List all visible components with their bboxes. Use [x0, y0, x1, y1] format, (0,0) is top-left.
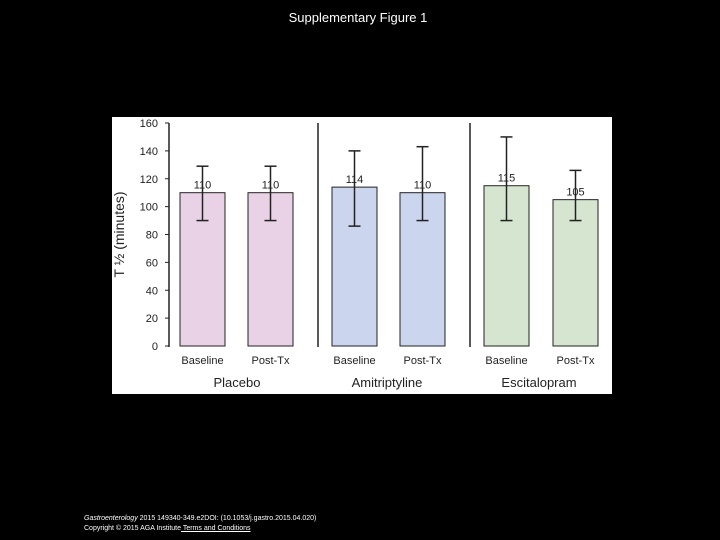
- bar-amitriptyline-post-tx: [399, 192, 446, 347]
- citation-footer: Gastroenterology 2015 149340-349.e2DOI: …: [84, 514, 316, 534]
- bar-value-label: 105: [566, 187, 584, 199]
- x-tick-label: Baseline: [485, 355, 527, 367]
- y-tick-label: 160: [140, 118, 158, 130]
- slide-title: Supplementary Figure 1: [288, 10, 428, 25]
- bar-placebo-post-tx: [247, 192, 294, 347]
- x-tick-label: Post-Tx: [557, 355, 595, 367]
- bar-value-label: 114: [346, 174, 364, 186]
- x-tick-label: Baseline: [181, 355, 223, 367]
- x-tick-label: Post-Tx: [252, 355, 290, 367]
- y-tick-label: 140: [140, 146, 158, 158]
- bar-value-label: 110: [262, 180, 280, 192]
- citation-line: Gastroenterology 2015 149340-349.e2DOI: …: [84, 514, 316, 524]
- bar-value-label: 110: [414, 180, 432, 192]
- terms-and-conditions-link[interactable]: Terms and Conditions: [181, 525, 251, 532]
- group-label: Escitalopram: [501, 375, 576, 390]
- x-tick-label: Baseline: [333, 355, 375, 367]
- group-label: Placebo: [214, 375, 261, 390]
- copyright-text: Copyright © 2015 AGA Institute: [84, 525, 181, 532]
- y-tick-label: 120: [140, 174, 158, 186]
- x-tick-label: Post-Tx: [404, 355, 442, 367]
- y-tick-label: 20: [146, 313, 158, 325]
- bar-escitalopram-post-tx: [552, 199, 599, 347]
- journal-name: Gastroenterology: [84, 515, 138, 522]
- y-tick-label: 60: [146, 257, 158, 269]
- copyright-line: Copyright © 2015 AGA Institute Terms and…: [84, 524, 316, 534]
- y-tick-label: 100: [140, 202, 158, 214]
- y-tick-label: 80: [146, 230, 158, 242]
- y-tick-label: 0: [152, 341, 158, 353]
- bar-value-label: 110: [194, 180, 212, 192]
- y-axis-label: T ½ (minutes): [112, 191, 127, 277]
- bar-chart-figure: T ½ (minutes) 0 20 40 60 80 100 120 140 160 110 Bas…: [112, 117, 612, 394]
- y-tick-label: 40: [146, 285, 158, 297]
- group-label: Amitriptyline: [352, 375, 423, 390]
- citation-text: 2015 149340-349.e2DOI: (10.1053/j.gastro…: [137, 515, 317, 522]
- bar-value-label: 115: [498, 173, 516, 185]
- bar-chart-svg: T ½ (minutes) 0 20 40 60 80 100 120 140 160 110 Bas…: [112, 118, 599, 390]
